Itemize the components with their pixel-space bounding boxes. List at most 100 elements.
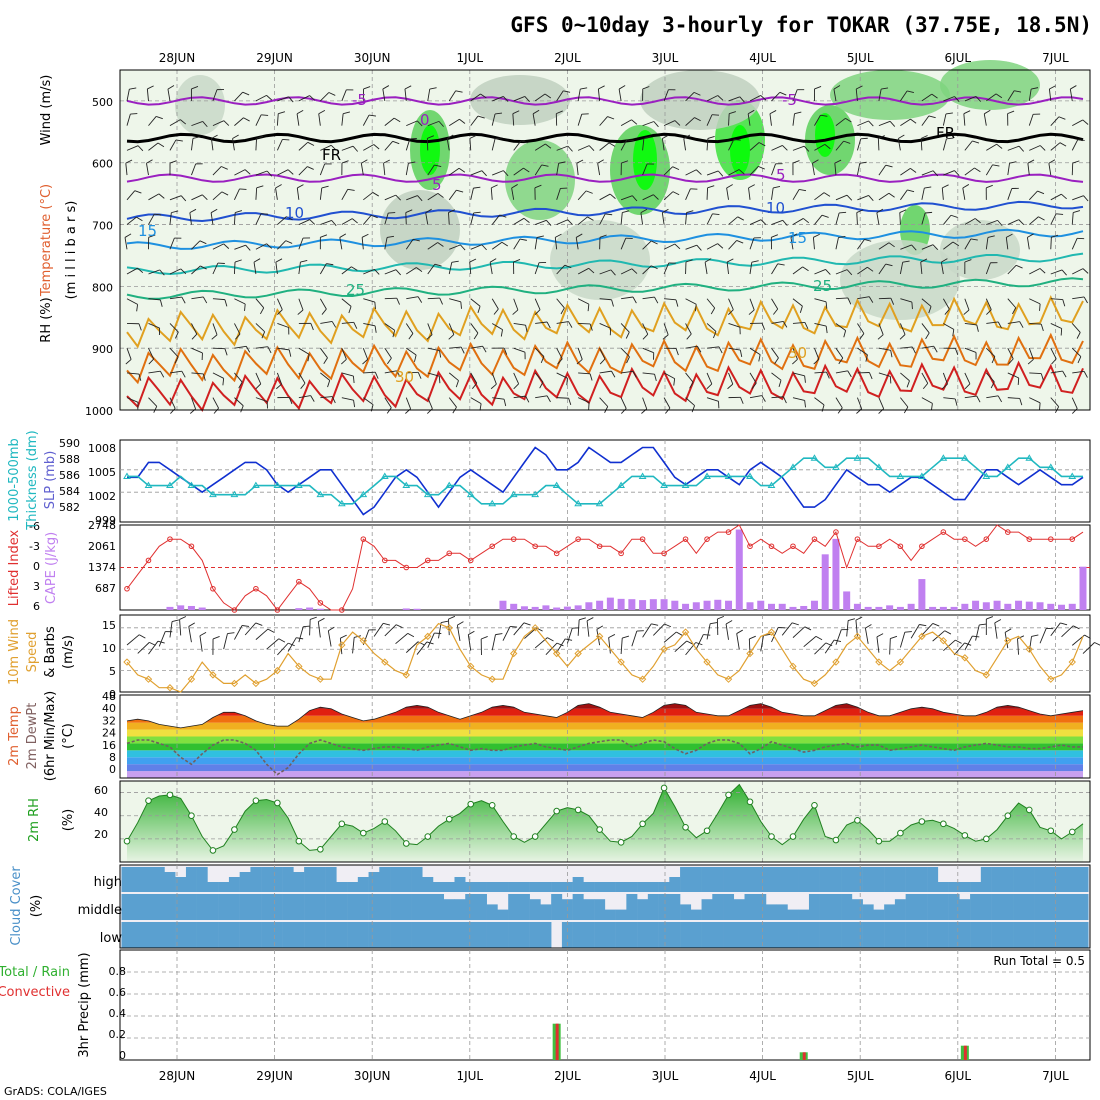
wind-speed-marker — [144, 675, 153, 683]
wind-barb — [1072, 268, 1084, 275]
cloud-bar — [497, 882, 509, 892]
wind-barb-flag — [945, 112, 953, 115]
wind-barb — [576, 163, 579, 176]
wind-barb — [148, 298, 161, 301]
date-label-bottom: 6JUL — [944, 1069, 971, 1083]
wind-barb-flag — [331, 220, 337, 226]
rh-marker — [553, 807, 560, 815]
wind-barb — [404, 88, 407, 101]
wind-barb-flag — [266, 170, 273, 177]
wind-barb-flag — [911, 346, 916, 354]
wind-barb — [276, 113, 279, 126]
wind-barb — [255, 372, 262, 385]
wind-barb — [943, 96, 955, 102]
wind-barb — [661, 212, 665, 225]
wind-barb-flag — [736, 629, 743, 634]
wind-barb — [685, 642, 697, 656]
wind-barb-flag — [833, 85, 841, 90]
wind-barb — [814, 371, 827, 374]
wind-barb — [674, 640, 688, 653]
thickness-marker — [209, 490, 217, 498]
wind-barb — [878, 323, 884, 335]
wind-barb-flag — [737, 216, 745, 221]
wind-barb — [1029, 298, 1041, 305]
wind-barb — [792, 266, 803, 275]
wind-barb-flag — [503, 399, 507, 407]
thickness-marker — [166, 481, 174, 489]
wind-barb — [534, 164, 542, 176]
date-label-bottom: 2JUL — [554, 1069, 581, 1083]
wind-barb — [126, 190, 136, 201]
wind-barb-flag — [482, 345, 487, 353]
wind-barb — [835, 347, 844, 359]
wind-barb-flag — [952, 241, 960, 247]
wind-barb — [597, 163, 601, 176]
wind-barb-flag — [458, 167, 466, 173]
panel-frame — [119, 949, 1091, 1061]
wind-barb — [1072, 119, 1084, 127]
wind-barb — [728, 347, 741, 351]
cape-bar — [413, 608, 421, 610]
wind-barb-flag — [239, 188, 247, 190]
wind-barb-flag — [782, 321, 788, 328]
wind-barb-flag — [224, 299, 228, 307]
wind-barb-flag — [288, 349, 292, 357]
wind-barb — [964, 347, 977, 353]
wind-barb — [975, 624, 980, 641]
wind-barb — [1071, 323, 1081, 333]
wind-barb-flag — [171, 210, 179, 214]
wind-barb-flag — [576, 359, 583, 365]
wind-barb-flag — [964, 383, 971, 390]
wind-barb — [1007, 397, 1020, 399]
wind-barb-flag — [618, 85, 626, 90]
wind-barb — [255, 628, 269, 640]
wind-barb — [857, 266, 868, 275]
wind-barb — [126, 113, 131, 126]
wind-barb-flag — [285, 240, 293, 244]
wind-barb — [921, 115, 930, 126]
rh-marker — [166, 791, 174, 799]
cloud-bar — [776, 922, 788, 948]
wind-barb — [298, 372, 306, 384]
wind-speed-marker — [209, 671, 217, 679]
wind-barb-flag — [837, 407, 843, 414]
wind-barb-flag — [579, 617, 586, 621]
wind-barb-flag — [136, 304, 139, 312]
wind-barb — [900, 118, 911, 127]
wind-barb-flag — [235, 210, 243, 214]
wind-speed-marker — [703, 658, 711, 666]
temp-band — [127, 715, 1083, 723]
wind-barb-flag — [363, 86, 371, 90]
wind-barb — [1072, 370, 1085, 374]
wind-barb — [855, 88, 858, 101]
cloud-bar — [529, 899, 541, 920]
wind-barb — [814, 269, 826, 275]
wind-barb — [857, 120, 869, 127]
wind-barb-flag — [804, 400, 806, 408]
wind-speed-marker — [832, 658, 840, 666]
cloud-bar — [626, 922, 638, 948]
wind-barb — [577, 190, 587, 201]
rh-field — [420, 125, 440, 175]
cloud-bar — [411, 922, 423, 948]
wind-barb-flag — [545, 143, 552, 149]
wind-barb-flag — [751, 382, 757, 389]
wind-barb-flag — [587, 216, 594, 221]
cloud-bar — [121, 894, 133, 920]
wind-barb-flag — [351, 266, 358, 271]
cloud-bar — [658, 922, 670, 948]
wind-barb-flag — [865, 624, 872, 629]
wind-barb-flag — [386, 357, 392, 365]
thickness-marker — [724, 472, 733, 479]
cloud-bar — [390, 922, 402, 948]
wind-barb — [1007, 188, 1013, 200]
cloud-bar — [733, 922, 745, 948]
wind-barb — [534, 298, 541, 310]
wind-barb — [726, 262, 729, 275]
cloud-bar — [830, 922, 842, 948]
wind-barb-flag — [167, 85, 175, 90]
cloud-bar — [948, 882, 960, 892]
rh-field — [470, 75, 570, 125]
wind-barb — [341, 266, 352, 275]
wind-barb — [298, 626, 304, 643]
